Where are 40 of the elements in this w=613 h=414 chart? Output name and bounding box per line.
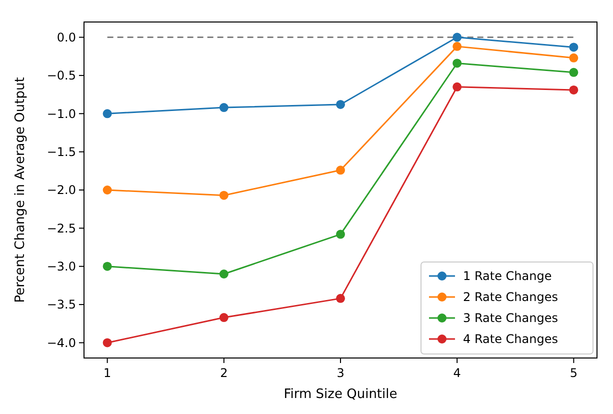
- point: [569, 42, 578, 52]
- point: [336, 230, 345, 239]
- point: [102, 186, 112, 194]
- y-tick-label: −1.5: [46, 145, 76, 160]
- y-tick-label: −1.0: [46, 106, 76, 121]
- point: [452, 58, 462, 68]
- x-tick-label: 1: [104, 366, 112, 380]
- x-tick-label: 3: [336, 366, 344, 380]
- point: [452, 32, 462, 42]
- legend-label: 3 Rate Changes: [463, 311, 558, 326]
- legend-label: 1 Rate Change: [463, 269, 552, 284]
- point: [336, 294, 345, 303]
- x-tick-label: 5: [570, 366, 578, 380]
- point: [102, 338, 112, 348]
- point: [102, 109, 112, 118]
- point: [219, 313, 228, 322]
- legend-label: 2 Rate Changes: [463, 290, 558, 304]
- y-tick-label: −2.0: [46, 183, 76, 198]
- point: [336, 166, 345, 175]
- legend-label: 4 Rate Changes: [463, 332, 558, 346]
- y-axis-title: Percent Change in Average Output: [13, 77, 28, 303]
- point: [452, 42, 462, 51]
- point: [102, 262, 112, 271]
- x-tick-label: 2: [220, 366, 228, 380]
- y-tick-label: 0.0: [56, 30, 76, 44]
- point: [219, 103, 228, 112]
- point: [336, 100, 345, 109]
- y-tick-label: −4.0: [46, 336, 76, 350]
- point: [452, 82, 462, 92]
- point: [569, 85, 578, 94]
- point: [569, 53, 578, 62]
- y-tick-label: −3.5: [46, 298, 76, 312]
- y-tick-label: −3.0: [46, 260, 76, 274]
- y-tick-label: −2.5: [46, 221, 76, 236]
- point: [219, 270, 228, 278]
- x-tick-label: 4: [453, 366, 461, 380]
- point: [569, 68, 578, 77]
- x-axis-title: Firm Size Quintile: [284, 387, 398, 402]
- point: [219, 190, 228, 200]
- y-tick-label: −0.5: [46, 68, 76, 83]
